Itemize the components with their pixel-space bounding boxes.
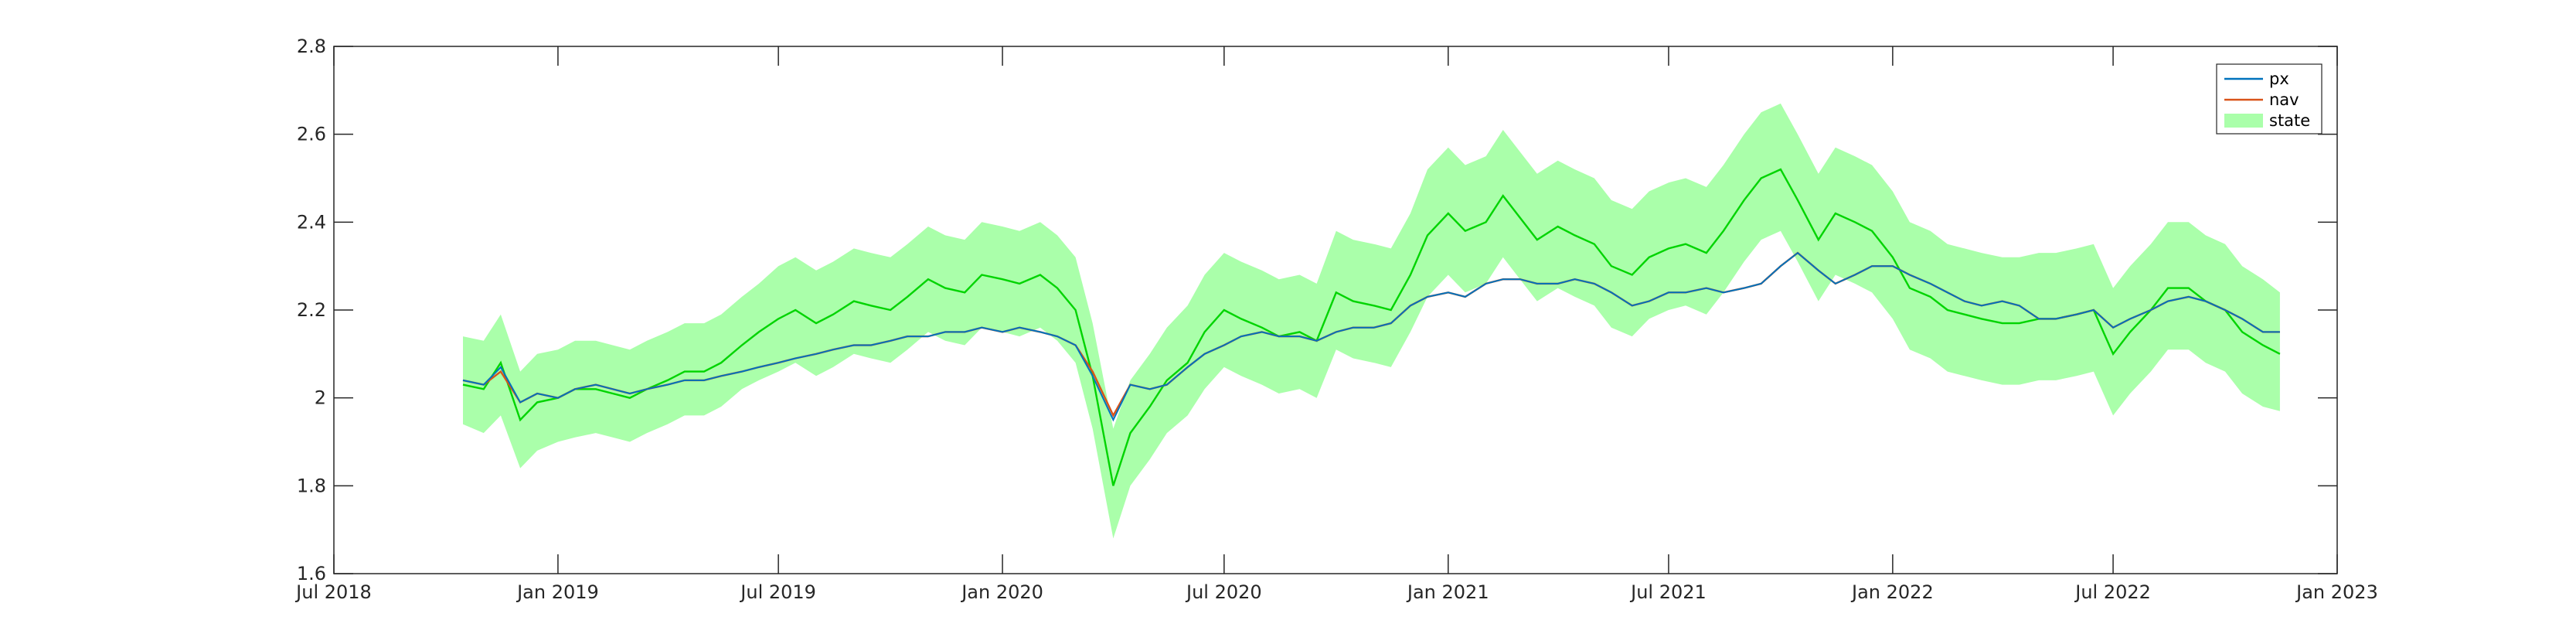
y-axis: 1.6 1.8 2 2.2 2.4 2.6 2.8 <box>297 36 2337 584</box>
y-tick-label: 1.8 <box>297 475 326 496</box>
series-line-state <box>462 168 2281 486</box>
x-tick-label: Jan 2023 <box>2295 581 2378 603</box>
x-tick-label: Jan 2020 <box>960 581 1043 603</box>
x-tick-label: Jan 2022 <box>1850 581 1934 603</box>
x-axis: Jul 2018 Jan 2019 Jul 2019 Jan 2020 Jul 2020… <box>294 46 2378 603</box>
x-tick-label: Jul 2021 <box>1629 581 1707 603</box>
y-tick-label: 2.2 <box>297 299 326 321</box>
plot-area <box>462 103 2281 539</box>
x-tick-label: Jul 2020 <box>1185 581 1262 603</box>
y-tick-label: 1.6 <box>297 563 326 584</box>
x-tick-label: Jan 2019 <box>516 581 599 603</box>
y-tick-label: 2.6 <box>297 124 326 145</box>
x-tick-label: Jul 2018 <box>294 581 372 603</box>
y-tick-label: 2.4 <box>297 211 326 233</box>
x-tick-label: Jan 2021 <box>1406 581 1489 603</box>
y-tick-label: 2.8 <box>297 36 326 57</box>
legend-label-state: state <box>2269 111 2310 130</box>
x-tick-label: Jul 2022 <box>2074 581 2151 603</box>
y-tick-label: 2 <box>315 387 326 409</box>
legend-label-px: px <box>2269 70 2289 88</box>
series-line-px <box>462 251 2280 422</box>
x-tick-label: Jul 2019 <box>739 581 816 603</box>
state-confidence-band <box>463 103 2280 539</box>
legend: px nav state <box>2216 63 2322 135</box>
legend-label-nav: nav <box>2269 90 2299 109</box>
legend-swatch-state <box>2224 114 2263 128</box>
